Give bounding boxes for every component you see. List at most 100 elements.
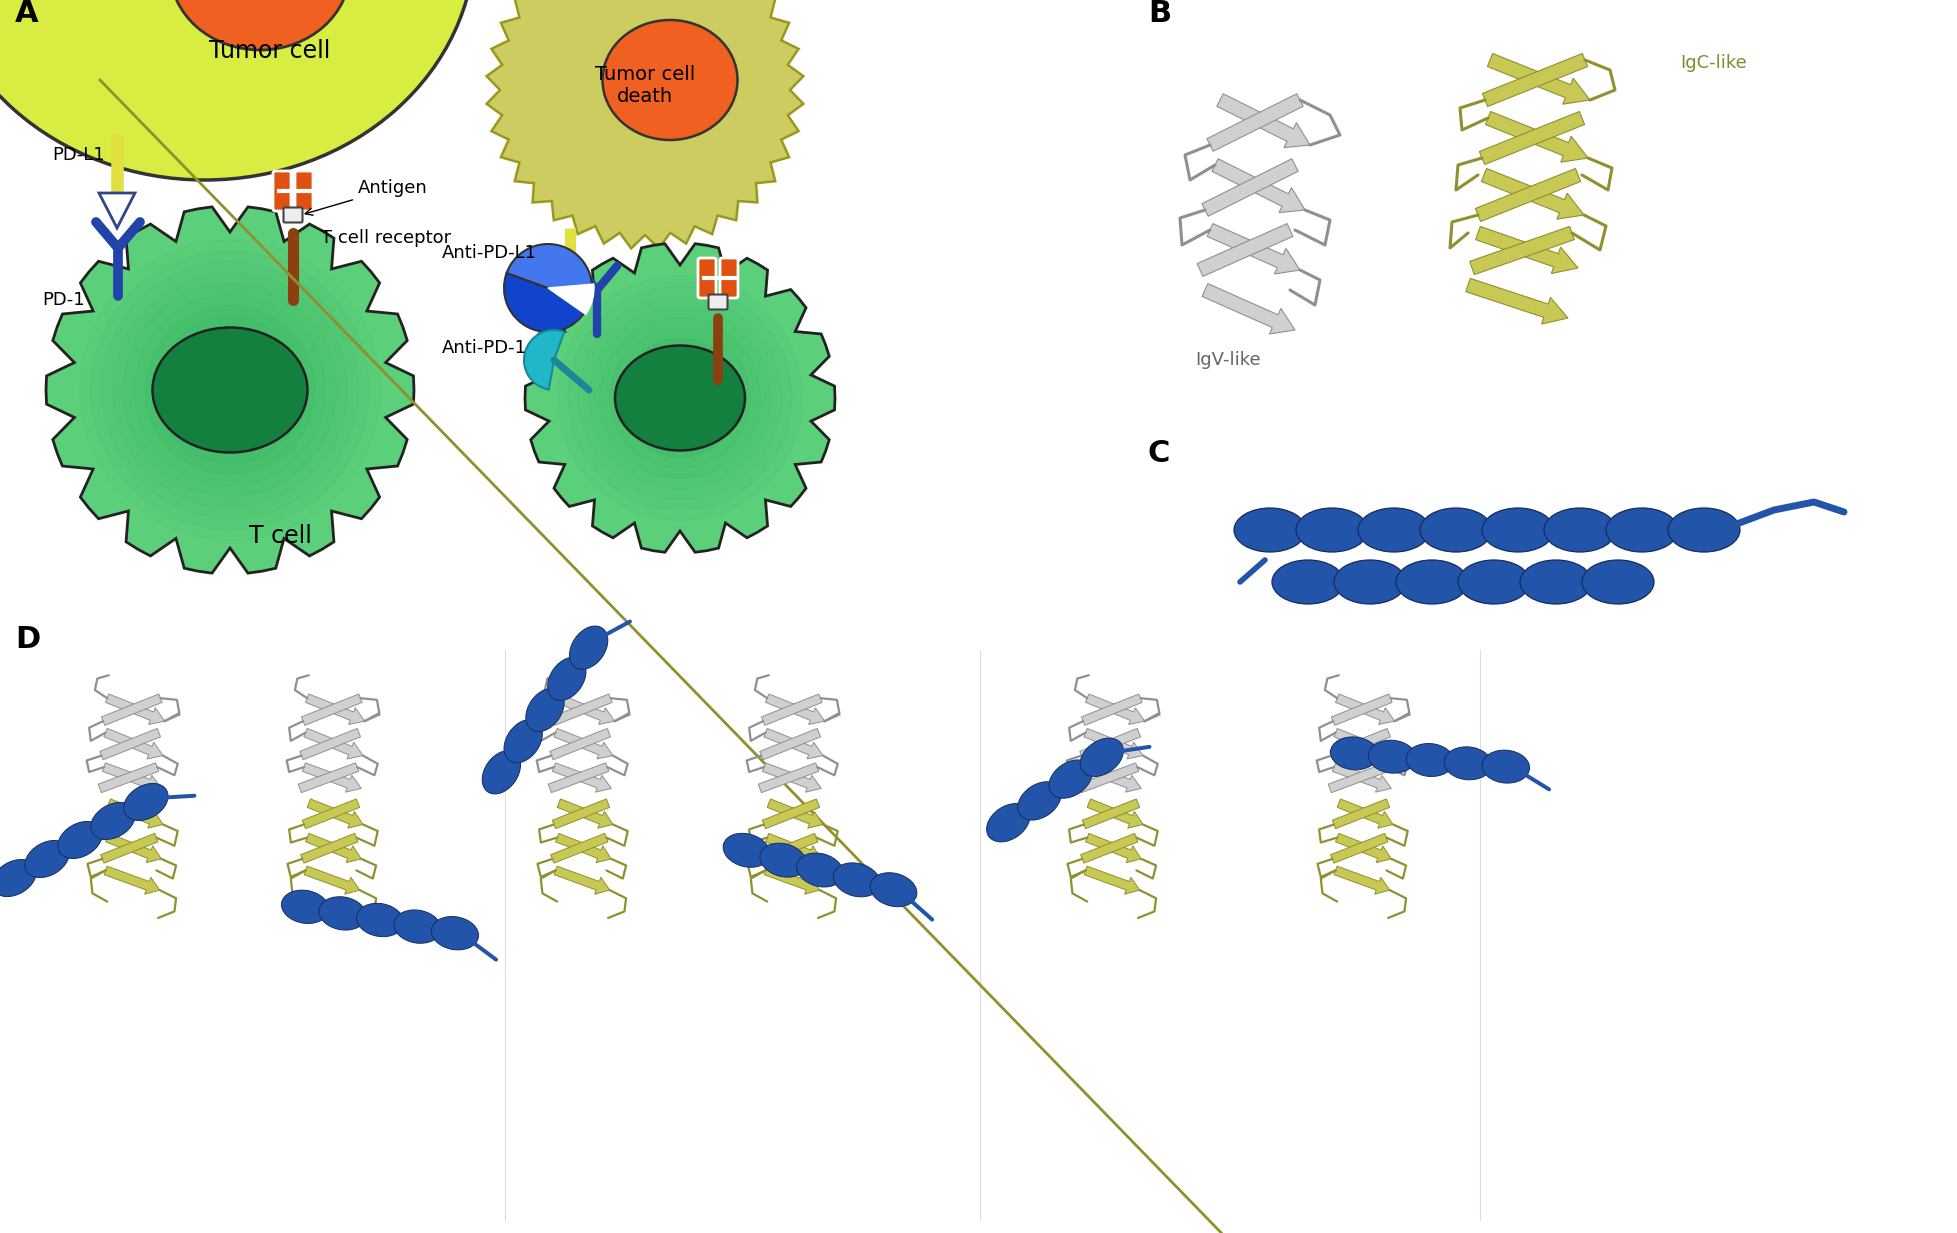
Ellipse shape <box>1519 560 1591 604</box>
Circle shape <box>558 276 802 520</box>
Ellipse shape <box>569 626 607 670</box>
Ellipse shape <box>614 345 744 450</box>
Polygon shape <box>767 799 822 829</box>
Polygon shape <box>554 866 609 894</box>
Polygon shape <box>759 834 818 863</box>
Polygon shape <box>1335 694 1393 725</box>
Ellipse shape <box>1049 760 1092 798</box>
Ellipse shape <box>1084 745 1117 771</box>
Circle shape <box>611 328 750 467</box>
Ellipse shape <box>1419 508 1491 552</box>
Polygon shape <box>763 866 820 894</box>
Polygon shape <box>1466 279 1568 324</box>
Ellipse shape <box>1525 571 1587 593</box>
Ellipse shape <box>838 870 875 889</box>
Ellipse shape <box>1671 519 1734 541</box>
Polygon shape <box>1206 94 1303 152</box>
Ellipse shape <box>1581 560 1654 604</box>
Polygon shape <box>556 834 611 863</box>
Polygon shape <box>1215 94 1309 148</box>
Polygon shape <box>759 729 820 760</box>
Polygon shape <box>108 799 162 829</box>
Ellipse shape <box>1022 788 1055 814</box>
Ellipse shape <box>481 751 521 794</box>
Wedge shape <box>507 244 591 309</box>
Circle shape <box>90 250 370 529</box>
Ellipse shape <box>1481 508 1554 552</box>
Ellipse shape <box>1368 740 1415 773</box>
Ellipse shape <box>319 896 366 930</box>
Polygon shape <box>1337 799 1391 829</box>
Wedge shape <box>503 272 585 332</box>
Polygon shape <box>98 763 159 793</box>
Circle shape <box>579 297 781 499</box>
Ellipse shape <box>1409 752 1448 768</box>
Ellipse shape <box>1548 519 1611 541</box>
Polygon shape <box>1329 729 1389 760</box>
Text: B: B <box>1147 0 1170 28</box>
Circle shape <box>200 360 260 419</box>
Polygon shape <box>1333 866 1389 894</box>
Polygon shape <box>1202 159 1297 216</box>
Ellipse shape <box>436 925 474 941</box>
Polygon shape <box>1084 834 1141 863</box>
Ellipse shape <box>323 905 362 921</box>
Ellipse shape <box>123 783 168 820</box>
Ellipse shape <box>1272 560 1343 604</box>
Polygon shape <box>1078 729 1139 760</box>
Polygon shape <box>554 729 613 760</box>
Polygon shape <box>1082 799 1139 829</box>
Ellipse shape <box>1296 508 1368 552</box>
Polygon shape <box>1086 799 1143 829</box>
Wedge shape <box>524 330 564 390</box>
Ellipse shape <box>1333 560 1405 604</box>
Ellipse shape <box>1372 748 1411 764</box>
Polygon shape <box>104 729 162 760</box>
Polygon shape <box>1084 866 1139 894</box>
Polygon shape <box>307 799 362 829</box>
Polygon shape <box>100 834 159 863</box>
Text: A: A <box>16 0 39 28</box>
Polygon shape <box>550 834 609 863</box>
Ellipse shape <box>990 810 1024 836</box>
Ellipse shape <box>875 880 912 899</box>
Polygon shape <box>1084 694 1145 725</box>
Polygon shape <box>1485 111 1587 163</box>
Text: D: D <box>16 625 41 653</box>
Ellipse shape <box>1585 571 1650 593</box>
Text: T cell receptor: T cell receptor <box>321 229 450 247</box>
Ellipse shape <box>548 657 585 700</box>
Ellipse shape <box>532 693 558 726</box>
Text: PD-1: PD-1 <box>41 291 84 309</box>
Polygon shape <box>524 244 834 552</box>
FancyBboxPatch shape <box>284 207 301 222</box>
Ellipse shape <box>1444 747 1491 779</box>
Polygon shape <box>1479 111 1583 164</box>
Ellipse shape <box>554 662 579 695</box>
Ellipse shape <box>763 851 802 869</box>
Ellipse shape <box>286 899 325 915</box>
Ellipse shape <box>1462 571 1525 593</box>
Polygon shape <box>301 694 362 725</box>
Ellipse shape <box>63 829 98 852</box>
Polygon shape <box>556 694 614 725</box>
Polygon shape <box>102 694 162 725</box>
Circle shape <box>221 382 239 398</box>
Polygon shape <box>761 694 822 725</box>
Polygon shape <box>765 834 820 863</box>
Ellipse shape <box>96 809 131 832</box>
Polygon shape <box>1331 763 1391 792</box>
Circle shape <box>620 339 740 457</box>
Text: C: C <box>1147 439 1170 469</box>
Ellipse shape <box>431 916 478 949</box>
Ellipse shape <box>153 328 307 453</box>
Ellipse shape <box>526 688 564 731</box>
Circle shape <box>102 261 358 518</box>
Text: IgV-like: IgV-like <box>1194 351 1260 369</box>
Polygon shape <box>1196 223 1292 276</box>
Circle shape <box>663 381 697 416</box>
Ellipse shape <box>356 904 403 937</box>
Ellipse shape <box>603 20 738 141</box>
Polygon shape <box>102 799 160 829</box>
Ellipse shape <box>1358 508 1429 552</box>
